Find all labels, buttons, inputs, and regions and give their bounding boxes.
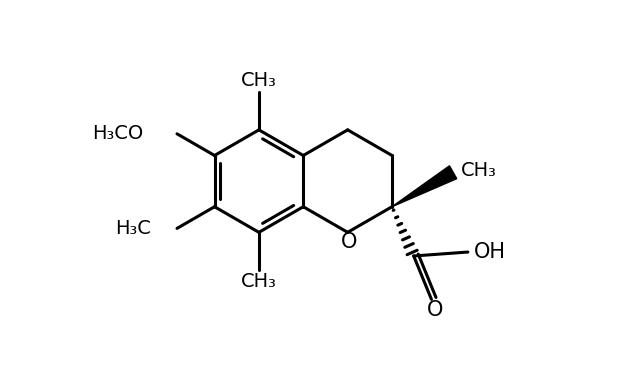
Text: CH₃: CH₃: [241, 272, 277, 291]
Text: CH₃: CH₃: [461, 161, 497, 180]
Polygon shape: [392, 166, 457, 207]
Text: OH: OH: [474, 242, 506, 262]
Text: H₃C: H₃C: [115, 219, 152, 238]
Text: O: O: [340, 232, 357, 252]
Text: CH₃: CH₃: [241, 71, 277, 90]
Text: H₃CO: H₃CO: [92, 124, 143, 143]
Text: O: O: [427, 300, 444, 320]
